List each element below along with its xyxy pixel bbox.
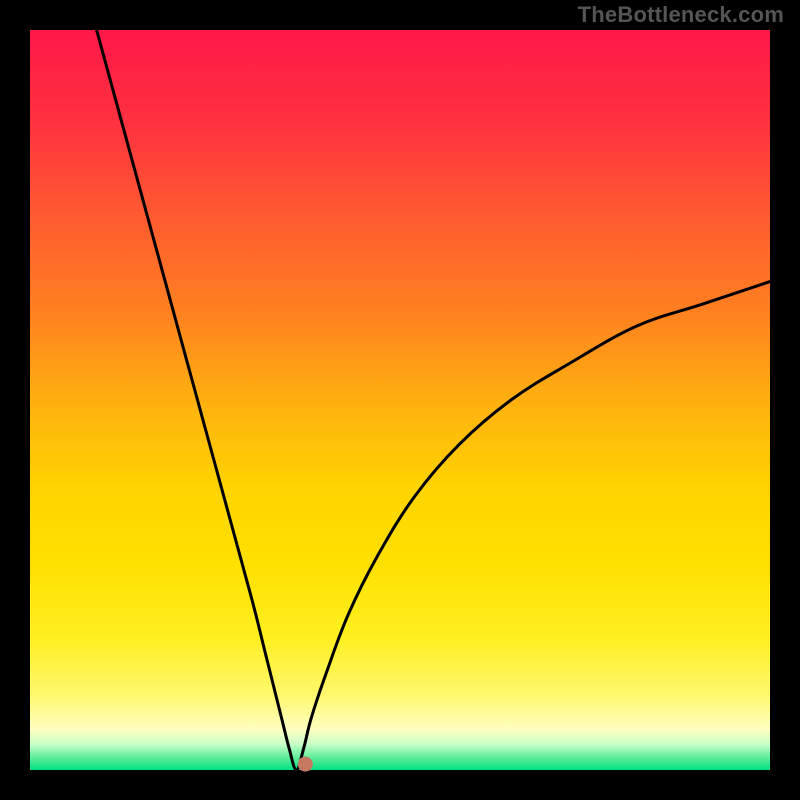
bottleneck-chart	[0, 0, 800, 800]
optimal-point-marker	[298, 757, 313, 772]
watermark-text: TheBottleneck.com	[578, 2, 784, 28]
chart-container: TheBottleneck.com	[0, 0, 800, 800]
plot-background	[30, 30, 770, 770]
